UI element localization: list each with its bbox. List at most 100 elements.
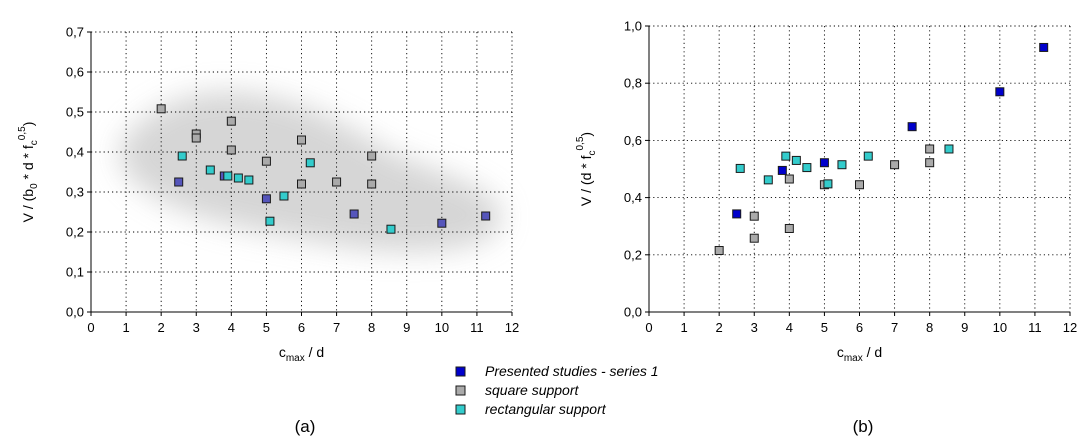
data-point (244, 175, 254, 185)
data-point (226, 145, 236, 155)
y-tick-label: 0,4 (66, 145, 84, 160)
data-point (261, 156, 271, 166)
x-tick-label: 10 (993, 320, 1007, 335)
shaded-band (119, 91, 502, 252)
data-point (855, 180, 864, 190)
data-point (349, 209, 359, 219)
data-point (205, 165, 215, 175)
panel-caption-b: (b) (853, 417, 874, 436)
data-point (261, 194, 271, 204)
data-point (714, 246, 724, 256)
x-tick-label: 7 (333, 320, 340, 335)
x-tick-label: 8 (368, 320, 375, 335)
x-tick-label: 11 (1028, 320, 1042, 335)
data-point (1039, 42, 1049, 52)
legend-label: square support (485, 382, 580, 398)
x-tick-label: 10 (435, 320, 449, 335)
data-point (279, 191, 289, 201)
x-tick-label: 12 (1063, 320, 1077, 335)
y-tick-label: 0,0 (66, 305, 84, 320)
data-point (732, 209, 742, 219)
data-point (226, 116, 236, 126)
y-tick-label: 0,4 (624, 190, 642, 205)
data-point (223, 171, 233, 181)
x-axis-label: cmax / d (837, 344, 882, 364)
x-tick-label: 9 (403, 320, 410, 335)
data-point (233, 173, 243, 183)
data-point (367, 179, 377, 189)
data-point (823, 179, 833, 189)
legend-label: Presented studies - series 1 (485, 363, 659, 379)
y-tick-label: 0,2 (66, 225, 84, 240)
y-tick-label: 0,2 (624, 247, 642, 262)
y-axis-label: V / (b0 * d * fc0,5) (17, 122, 40, 223)
data-point (749, 233, 759, 243)
x-tick-label: 5 (821, 320, 828, 335)
x-tick-label: 8 (926, 320, 933, 335)
chart-a: 0,00,10,20,30,40,50,60,70 1 2 3 4 5 6 7 8 9 10 11 12… (17, 25, 519, 365)
legend-marker (455, 366, 466, 377)
data-point (367, 151, 377, 161)
data-point (944, 144, 954, 154)
legend-marker (455, 385, 466, 396)
data-point (890, 160, 900, 170)
data-point (386, 224, 396, 234)
data-point (784, 223, 794, 233)
data-point (156, 104, 166, 114)
data-point (791, 155, 801, 165)
x-tick-label: 6 (856, 320, 863, 335)
x-tick-label: 1 (122, 320, 129, 335)
x-tick-label: 3 (193, 320, 200, 335)
x-tick-label: 4 (786, 320, 793, 335)
data-point (802, 163, 812, 173)
data-point (784, 174, 794, 184)
data-point (191, 133, 201, 143)
y-tick-label: 1,0 (624, 19, 642, 34)
x-tick-label: 11 (470, 320, 484, 335)
x-tick-label: 9 (961, 320, 968, 335)
data-point (174, 177, 184, 187)
y-tick-label: 0,5 (66, 105, 84, 120)
x-tick-label: 0 (645, 320, 652, 335)
data-point (777, 165, 787, 175)
x-tick-label: 2 (158, 320, 165, 335)
data-point (819, 158, 829, 168)
legend: Presented studies - series 1 square suppo… (455, 363, 659, 417)
data-point (763, 175, 773, 185)
x-tick-label: 1 (680, 320, 687, 335)
data-point (305, 158, 315, 168)
x-tick-label: 5 (263, 320, 270, 335)
data-point (781, 151, 791, 161)
data-point (481, 211, 491, 221)
x-tick-label: 12 (505, 320, 519, 335)
data-point (297, 179, 306, 189)
y-axis-label: V / (d * fc0,5) (575, 132, 598, 206)
data-point (265, 216, 275, 226)
data-point (749, 211, 759, 221)
legend-label: rectangular support (485, 401, 607, 417)
x-tick-label: 6 (298, 320, 305, 335)
data-point (735, 163, 745, 173)
x-tick-label: 4 (228, 320, 235, 335)
y-tick-label: 0,1 (66, 265, 84, 280)
legend-marker (455, 404, 466, 415)
x-tick-label: 2 (716, 320, 723, 335)
y-tick-label: 0,7 (66, 25, 84, 40)
data-point (177, 151, 187, 161)
data-point (925, 144, 935, 154)
y-tick-label: 0,0 (624, 305, 642, 320)
data-point (332, 177, 342, 187)
y-tick-label: 0,3 (66, 185, 84, 200)
data-point (863, 151, 873, 161)
data-point (837, 160, 847, 170)
panel-caption-a: (a) (295, 417, 316, 436)
data-point (925, 158, 935, 168)
x-tick-label: 7 (891, 320, 898, 335)
data-point (297, 135, 306, 145)
x-tick-label: 0 (87, 320, 94, 335)
data-point (907, 122, 917, 132)
y-tick-label: 0,6 (66, 65, 84, 80)
data-point (437, 218, 447, 228)
